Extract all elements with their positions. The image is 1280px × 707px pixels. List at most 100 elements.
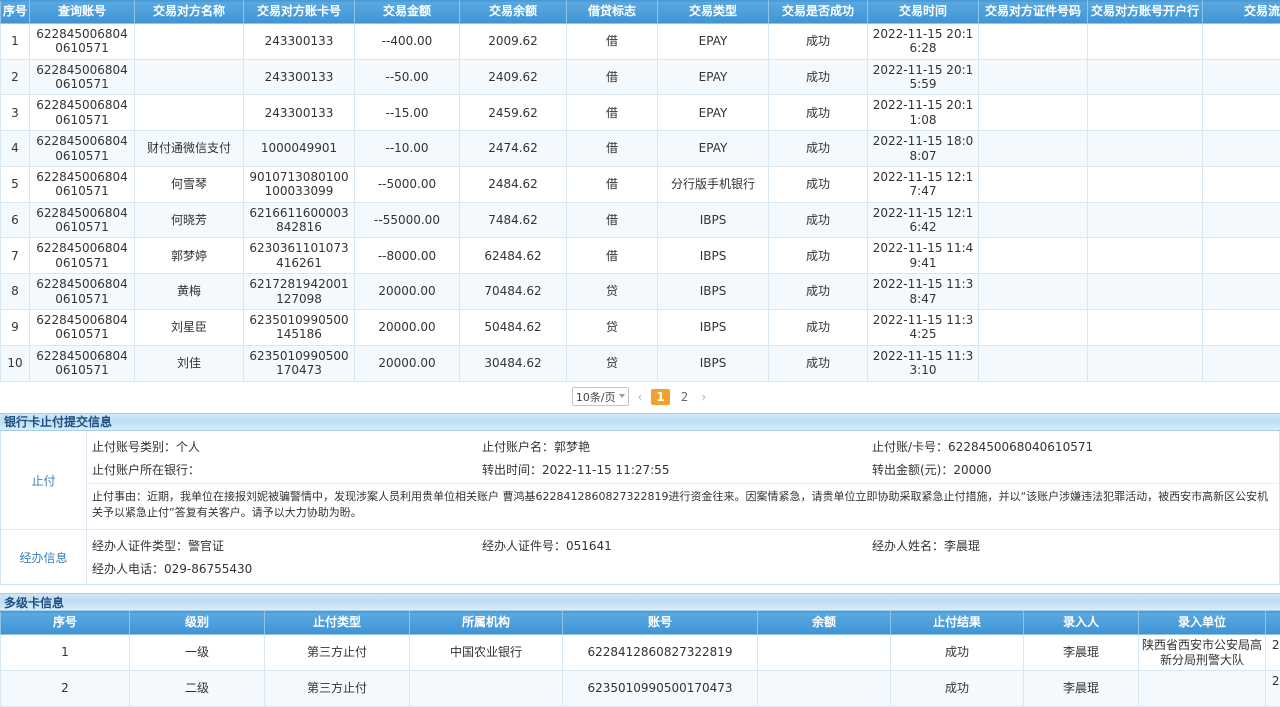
ml-cell-time: 2022-11-16 08:41:56: [1266, 671, 1280, 707]
cell-amount: --15.00: [355, 95, 460, 131]
cell-transaction-type: 分行版手机银行: [658, 166, 769, 202]
ml-col-header-seq[interactable]: 序号: [1, 612, 130, 635]
cell-counterparty-name: 刘佳: [135, 345, 244, 381]
stop-card-no: 止付账/卡号：6228450068040610571: [872, 438, 1279, 455]
transaction-table: 序号 查询账号 交易对方名称 交易对方账卡号 交易金额 交易余额 借贷标志 交易…: [0, 0, 1280, 382]
cell-transaction-type: IBPS: [658, 310, 769, 346]
cell-time: 2022-11-15 11:34:25: [868, 310, 979, 346]
cell-transaction-type: IBPS: [658, 238, 769, 274]
page-size-label: 10条/页: [576, 389, 616, 405]
ml-cell-org: 中国农业银行: [410, 635, 563, 671]
ml-col-header-stop-type[interactable]: 止付类型: [265, 612, 410, 635]
cell-counterparty-bank: [1088, 274, 1203, 310]
cell-balance: 2409.62: [460, 59, 567, 95]
cell-counterparty-bank: [1088, 131, 1203, 167]
col-header-debit-credit[interactable]: 借贷标志: [567, 1, 658, 24]
page-button-1[interactable]: 1: [651, 389, 669, 405]
next-page-button[interactable]: ›: [699, 390, 708, 404]
ml-cell-account: 6235010990500170473: [563, 671, 758, 707]
cell-amount: --400.00: [355, 23, 460, 59]
cell-seq: 5: [1, 166, 30, 202]
handler-phone: 经办人电话：029-86755430: [87, 560, 482, 577]
col-header-time[interactable]: 交易时间: [868, 1, 979, 24]
cell-counterparty-name: 财付通微信支付: [135, 131, 244, 167]
col-header-balance[interactable]: 交易余额: [460, 1, 567, 24]
prev-page-button[interactable]: ‹: [636, 390, 645, 404]
cell-success: 成功: [769, 166, 868, 202]
cell-counterparty-bank: [1088, 166, 1203, 202]
ml-col-header-result[interactable]: 止付结果: [891, 612, 1024, 635]
cell-balance: 2009.62: [460, 23, 567, 59]
col-header-counterparty-card[interactable]: 交易对方账卡号: [244, 1, 355, 24]
cell-transaction-type: EPAY: [658, 131, 769, 167]
cell-counterparty-name: 刘星臣: [135, 310, 244, 346]
cell-debit-credit: 贷: [567, 345, 658, 381]
cell-debit-credit: 贷: [567, 310, 658, 346]
cell-success: 成功: [769, 274, 868, 310]
table-row[interactable]: 2二级第三方止付6235010990500170473成功李晨琨2022-11-…: [1, 671, 1280, 707]
cell-debit-credit: 贷: [567, 274, 658, 310]
cell-amount: 20000.00: [355, 345, 460, 381]
col-header-counterparty-idno[interactable]: 交易对方证件号码: [979, 1, 1088, 24]
cell-seq: 1: [1, 23, 30, 59]
col-header-amount[interactable]: 交易金额: [355, 1, 460, 24]
cell-account: 6228450068040610571: [30, 345, 135, 381]
cell-transaction-type: IBPS: [658, 345, 769, 381]
col-header-success[interactable]: 交易是否成功: [769, 1, 868, 24]
col-header-account[interactable]: 查询账号: [30, 1, 135, 24]
cell-amount: --10.00: [355, 131, 460, 167]
page-button-2[interactable]: 2: [677, 390, 693, 404]
cell-amount: --55000.00: [355, 202, 460, 238]
cell-balance: 2459.62: [460, 95, 567, 131]
cell-counterparty-idno: [979, 310, 1088, 346]
ml-col-header-level[interactable]: 级别: [130, 612, 265, 635]
col-header-counterparty-name[interactable]: 交易对方名称: [135, 1, 244, 24]
section-gap: [0, 585, 1280, 593]
cell-serial: [1203, 310, 1280, 346]
page-size-select[interactable]: 10条/页: [572, 387, 629, 406]
ml-cell-stop-type: 第三方止付: [265, 671, 410, 707]
ml-col-header-balance[interactable]: 余额: [758, 612, 891, 635]
col-header-transaction-type[interactable]: 交易类型: [658, 1, 769, 24]
col-header-counterparty-bank[interactable]: 交易对方账号开户行: [1088, 1, 1203, 24]
col-header-seq[interactable]: 序号: [1, 1, 30, 24]
col-header-serial[interactable]: 交易流水号: [1203, 1, 1280, 24]
cell-counterparty-idno: [979, 95, 1088, 131]
ml-cell-unit: [1139, 671, 1266, 707]
stop-payment-line-2: 止付账户所在银行： 转出时间：2022-11-15 11:27:55 转出金额(…: [87, 458, 1279, 481]
stop-payment-reason: 止付事由：近期，我单位在接报刘妮被骗警情中，发现涉案人员利用贵单位相关账户 曹鸿…: [87, 483, 1279, 526]
cell-account: 6228450068040610571: [30, 131, 135, 167]
ml-cell-level: 一级: [130, 635, 265, 671]
cell-amount: 20000.00: [355, 274, 460, 310]
cell-counterparty-bank: [1088, 23, 1203, 59]
cell-account: 6228450068040610571: [30, 95, 135, 131]
cell-seq: 4: [1, 131, 30, 167]
cell-success: 成功: [769, 131, 868, 167]
ml-cell-balance: [758, 671, 891, 707]
stop-transfer-amount: 转出金额(元)：20000: [872, 461, 1279, 478]
cell-counterparty-idno: [979, 23, 1088, 59]
ml-col-header-time[interactable]: 录入时间: [1266, 612, 1280, 635]
cell-serial: [1203, 95, 1280, 131]
ml-col-header-operator[interactable]: 录入人: [1024, 612, 1139, 635]
ml-col-header-account[interactable]: 账号: [563, 612, 758, 635]
cell-counterparty-card: 6235010990500170473: [244, 345, 355, 381]
cell-success: 成功: [769, 95, 868, 131]
ml-col-header-unit[interactable]: 录入单位: [1139, 612, 1266, 635]
cell-counterparty-idno: [979, 202, 1088, 238]
ml-col-header-org[interactable]: 所属机构: [410, 612, 563, 635]
ml-cell-unit: 陕西省西安市公安局高新分局刑警大队: [1139, 635, 1266, 671]
